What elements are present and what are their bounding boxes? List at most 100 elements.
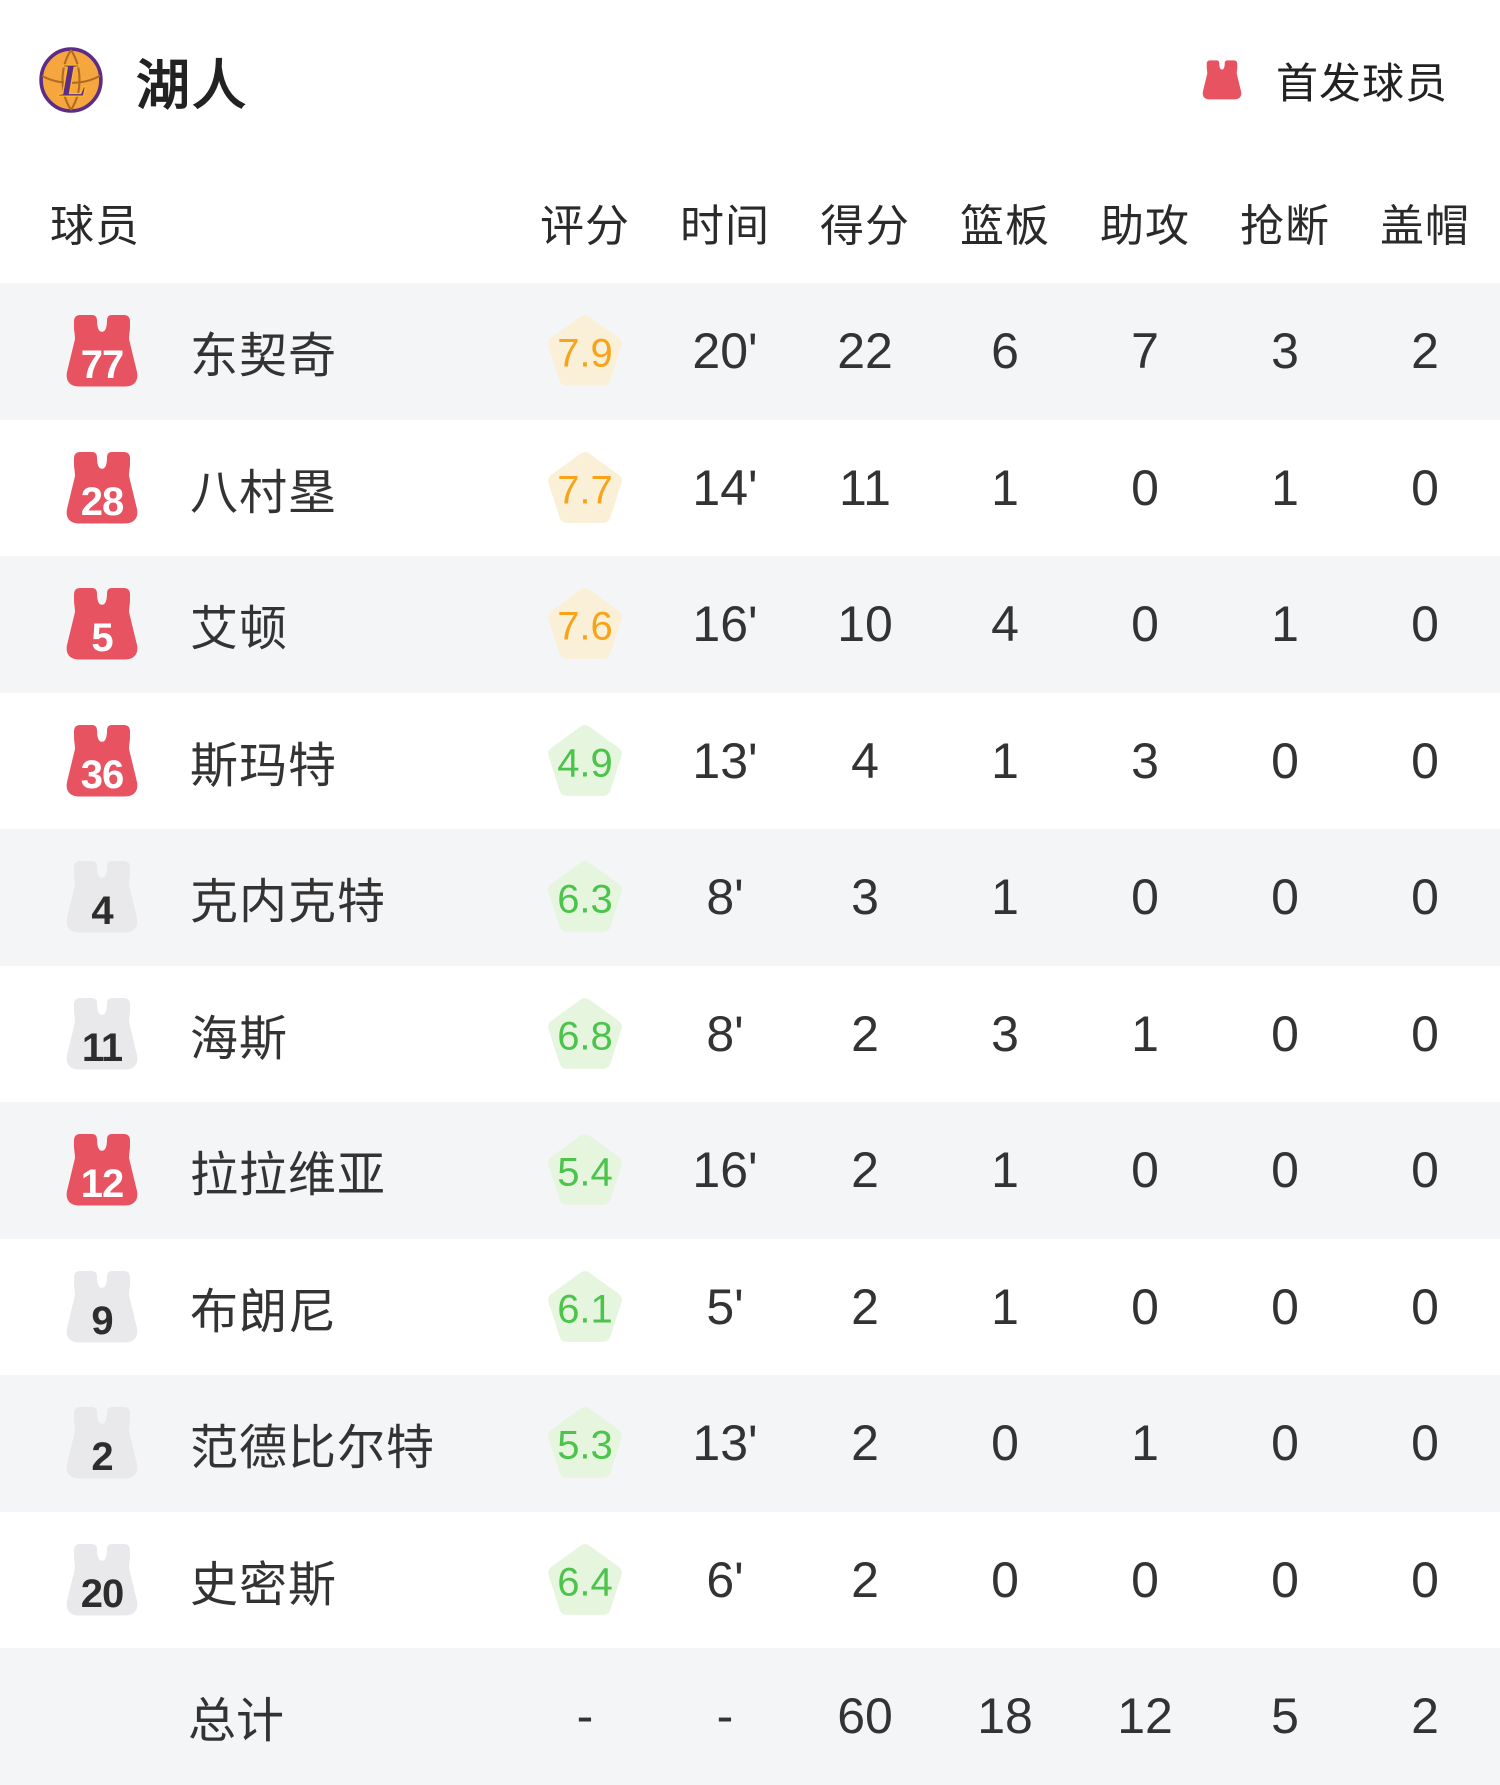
- points-value: 4: [851, 732, 879, 789]
- jersey-icon: 4: [58, 858, 146, 936]
- time-value: 14': [692, 459, 758, 516]
- assists-value: 1: [1131, 1415, 1159, 1472]
- steals-value: 1: [1271, 596, 1299, 653]
- column-blocks: 盖帽: [1380, 201, 1470, 251]
- column-rating: 评分: [540, 201, 630, 251]
- totals-points: 60: [837, 1688, 893, 1745]
- rating-badge: 7.6: [544, 587, 626, 661]
- time-value: 6': [706, 1551, 744, 1608]
- steals-value: 0: [1271, 1142, 1299, 1199]
- rating-value: 6.1: [557, 1287, 613, 1332]
- time-value: 8': [706, 1005, 744, 1062]
- jersey-number: 12: [80, 1162, 125, 1207]
- points-value: 2: [851, 1551, 879, 1608]
- blocks-value: 0: [1411, 869, 1439, 926]
- player-name: 东契奇: [190, 330, 338, 384]
- totals-time: -: [716, 1688, 734, 1745]
- table-column-header: 球员 评分 时间 得分 篮板 助攻 抢断 盖帽: [0, 160, 1500, 283]
- player-name: 克内克特: [190, 876, 387, 930]
- jersey-number: 2: [91, 1435, 113, 1480]
- blocks-value: 0: [1411, 732, 1439, 789]
- starters-legend-label: 首发球员: [1275, 59, 1448, 107]
- column-time: 时间: [680, 201, 770, 251]
- totals-label: 总计: [188, 1695, 285, 1749]
- totals-blocks: 2: [1411, 1688, 1439, 1745]
- player-name: 艾顿: [190, 603, 289, 657]
- points-value: 2: [851, 1415, 879, 1472]
- player-name: 海斯: [190, 1012, 289, 1066]
- rating-badge: 7.7: [544, 451, 626, 525]
- jersey-number: 20: [80, 1571, 125, 1616]
- player-row[interactable]: 4 克内克特 6.3 8' 3 1 0 0 0: [0, 829, 1500, 966]
- rating-badge: 6.4: [544, 1543, 626, 1617]
- column-rebounds: 篮板: [960, 201, 1050, 251]
- rating-value: 6.4: [557, 1560, 613, 1605]
- player-table: 77 东契奇 7.9 20' 22 6 7 3 2 28 八村塁 7: [0, 283, 1500, 1785]
- player-name: 拉拉维亚: [190, 1149, 387, 1203]
- player-row[interactable]: 9 布朗尼 6.1 5' 2 1 0 0 0: [0, 1239, 1500, 1376]
- jersey-number: 11: [81, 1025, 123, 1070]
- rating-badge: 6.3: [544, 860, 626, 934]
- rebounds-value: 0: [991, 1415, 1019, 1472]
- points-value: 2: [851, 1278, 879, 1335]
- column-player: 球员: [50, 201, 140, 251]
- column-steals: 抢断: [1240, 201, 1330, 251]
- totals-assists: 12: [1117, 1688, 1173, 1745]
- team-header: L 湖人 首发球员: [0, 0, 1500, 160]
- column-assists: 助攻: [1100, 201, 1190, 251]
- points-value: 10: [837, 596, 893, 653]
- blocks-value: 0: [1411, 1005, 1439, 1062]
- rating-value: 7.9: [557, 331, 613, 376]
- svg-text:L: L: [58, 56, 88, 108]
- rebounds-value: 1: [991, 869, 1019, 926]
- rating-badge: 4.9: [544, 724, 626, 798]
- assists-value: 0: [1131, 1551, 1159, 1608]
- rebounds-value: 1: [991, 1278, 1019, 1335]
- jersey-number: 77: [80, 343, 125, 388]
- lakers-logo-icon: L: [38, 47, 104, 113]
- rating-value: 5.3: [557, 1423, 613, 1468]
- rating-value: 4.9: [557, 741, 613, 786]
- jersey-icon: 9: [58, 1268, 146, 1346]
- time-value: 8': [706, 869, 744, 926]
- rating-value: 7.6: [557, 604, 613, 649]
- totals-steals: 5: [1271, 1688, 1299, 1745]
- rating-value: 6.8: [557, 1014, 613, 1059]
- assists-value: 3: [1131, 732, 1159, 789]
- rating-badge: 7.9: [544, 314, 626, 388]
- points-value: 11: [839, 459, 891, 516]
- time-value: 16': [692, 1142, 758, 1199]
- steals-value: 0: [1271, 1278, 1299, 1335]
- blocks-value: 0: [1411, 1142, 1439, 1199]
- rebounds-value: 3: [991, 1005, 1019, 1062]
- points-value: 22: [837, 323, 893, 380]
- jersey-number: 9: [91, 1298, 113, 1343]
- rating-value: 6.3: [557, 877, 613, 922]
- blocks-value: 2: [1411, 323, 1439, 380]
- player-row[interactable]: 2 范德比尔特 5.3 13' 2 0 1 0 0: [0, 1375, 1500, 1512]
- column-points: 得分: [820, 201, 910, 251]
- player-row[interactable]: 12 拉拉维亚 5.4 16' 2 1 0 0 0: [0, 1102, 1500, 1239]
- player-row[interactable]: 11 海斯 6.8 8' 2 3 1 0 0: [0, 966, 1500, 1103]
- rating-badge: 6.1: [544, 1270, 626, 1344]
- steals-value: 0: [1271, 732, 1299, 789]
- points-value: 2: [851, 1005, 879, 1062]
- player-row[interactable]: 77 东契奇 7.9 20' 22 6 7 3 2: [0, 283, 1500, 420]
- time-value: 16': [692, 596, 758, 653]
- player-row[interactable]: 28 八村塁 7.7 14' 11 1 0 1 0: [0, 420, 1500, 557]
- player-name: 斯玛特: [190, 739, 338, 793]
- player-row[interactable]: 20 史密斯 6.4 6' 2 0 0 0 0: [0, 1512, 1500, 1649]
- starter-jersey-icon: [1198, 58, 1246, 102]
- blocks-value: 0: [1411, 1278, 1439, 1335]
- rating-badge: 5.4: [544, 1133, 626, 1207]
- player-row[interactable]: 5 艾顿 7.6 16' 10 4 0 1 0: [0, 556, 1500, 693]
- blocks-value: 0: [1411, 459, 1439, 516]
- rebounds-value: 1: [991, 1142, 1019, 1199]
- assists-value: 0: [1131, 596, 1159, 653]
- jersey-icon: 11: [58, 995, 146, 1073]
- assists-value: 7: [1131, 323, 1159, 380]
- time-value: 13': [692, 732, 758, 789]
- steals-value: 3: [1271, 323, 1299, 380]
- blocks-value: 0: [1411, 596, 1439, 653]
- player-row[interactable]: 36 斯玛特 4.9 13' 4 1 3 0 0: [0, 693, 1500, 830]
